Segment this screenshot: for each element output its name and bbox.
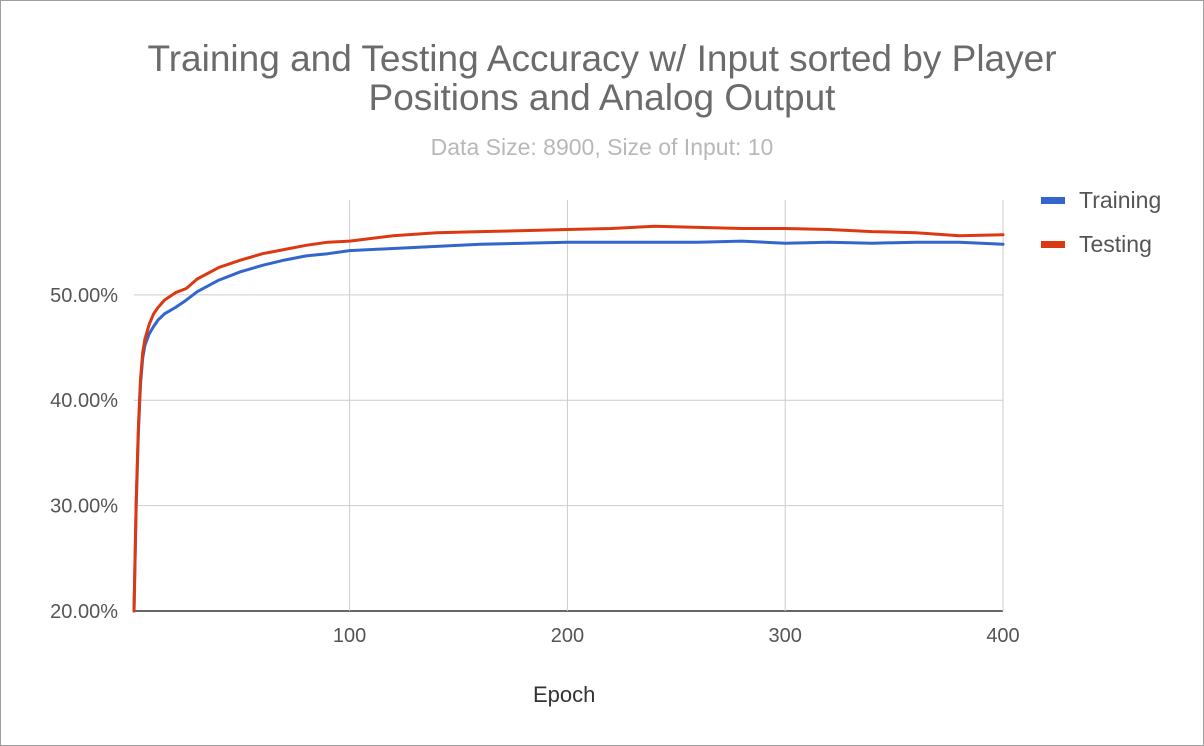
legend-label-testing: Testing bbox=[1079, 230, 1152, 257]
series-line-testing bbox=[132, 224, 1005, 613]
y-tick-label: 30.00% bbox=[50, 496, 118, 518]
x-axis-label: Epoch bbox=[533, 682, 596, 707]
legend-item-testing: Testing bbox=[1041, 229, 1161, 259]
x-tick-label: 200 bbox=[551, 625, 584, 647]
series-layer bbox=[132, 224, 1005, 613]
legend-swatch-testing bbox=[1041, 240, 1065, 248]
chart-title-line-2: Positions and Analog Output bbox=[368, 77, 836, 118]
series-line-training bbox=[132, 239, 1005, 613]
x-tick-label: 100 bbox=[333, 625, 366, 647]
legend: Training Testing bbox=[1041, 185, 1161, 273]
x-tick-label: 300 bbox=[769, 625, 802, 647]
chart-subtitle: Data Size: 8900, Size of Input: 10 bbox=[430, 134, 774, 160]
y-tick-label: 20.00% bbox=[50, 601, 118, 623]
x-tick-labels: 100 200 300 400 bbox=[333, 625, 1020, 647]
grid-layer bbox=[134, 200, 1004, 612]
y-tick-labels: 20.00% 30.00% 40.00% 50.00% bbox=[50, 285, 118, 623]
x-tick-label: 400 bbox=[986, 625, 1019, 647]
y-tick-label: 50.00% bbox=[50, 285, 118, 307]
y-tick-label: 40.00% bbox=[50, 390, 118, 412]
chart-title-line-1: Training and Testing Accuracy w/ Input s… bbox=[147, 38, 1057, 79]
legend-item-training: Training bbox=[1041, 185, 1161, 215]
legend-swatch-training bbox=[1041, 196, 1065, 204]
legend-label-training: Training bbox=[1079, 186, 1162, 213]
chart-title: Training and Testing Accuracy w/ Input s… bbox=[1, 39, 1203, 117]
